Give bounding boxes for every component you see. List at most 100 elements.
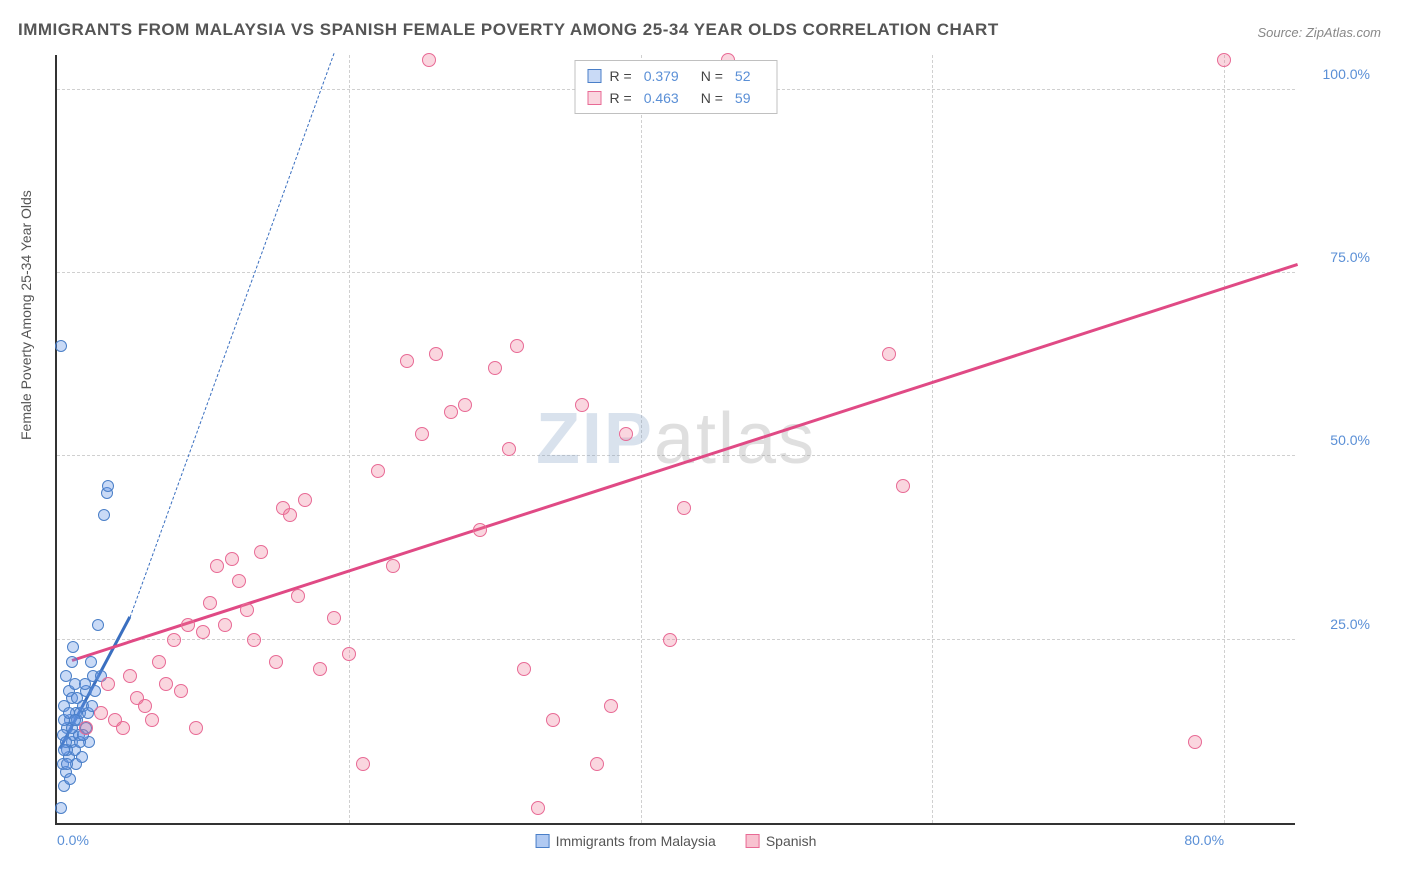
scatter-point: [371, 464, 385, 478]
gridline-h: [57, 272, 1295, 273]
scatter-point: [283, 508, 297, 522]
legend-r-spanish: 0.463: [644, 87, 679, 109]
scatter-point: [232, 574, 246, 588]
legend-item-malaysia: Immigrants from Malaysia: [536, 833, 716, 849]
scatter-point: [218, 618, 232, 632]
scatter-point: [71, 692, 83, 704]
scatter-point: [473, 523, 487, 537]
watermark-zip: ZIP: [536, 399, 654, 479]
y-axis-label: Female Poverty Among 25-34 Year Olds: [18, 190, 34, 440]
y-tick-label: 25.0%: [1330, 616, 1370, 632]
correlation-legend: R = 0.379 N = 52 R = 0.463 N = 59: [575, 60, 778, 114]
scatter-point: [510, 339, 524, 353]
legend-label-malaysia: Immigrants from Malaysia: [556, 833, 716, 849]
scatter-point: [269, 655, 283, 669]
legend-n-label: N =: [701, 65, 723, 87]
scatter-point: [546, 713, 560, 727]
scatter-point: [590, 757, 604, 771]
series-legend: Immigrants from Malaysia Spanish: [536, 833, 817, 849]
scatter-point: [66, 656, 78, 668]
scatter-point: [167, 633, 181, 647]
y-tick-label: 100.0%: [1323, 66, 1370, 82]
scatter-point: [415, 427, 429, 441]
gridline-v: [349, 55, 350, 823]
plot-area: ZIPatlas R = 0.379 N = 52 R = 0.463 N = …: [55, 55, 1295, 825]
scatter-point: [203, 596, 217, 610]
scatter-point: [1188, 735, 1202, 749]
legend-row-spanish: R = 0.463 N = 59: [588, 87, 765, 109]
scatter-point: [79, 721, 93, 735]
scatter-point: [102, 480, 114, 492]
scatter-point: [327, 611, 341, 625]
scatter-point: [298, 493, 312, 507]
swatch-spanish: [588, 91, 602, 105]
scatter-point: [663, 633, 677, 647]
scatter-point: [61, 758, 73, 770]
gridline-v: [932, 55, 933, 823]
swatch-malaysia: [588, 69, 602, 83]
scatter-point: [159, 677, 173, 691]
y-tick-label: 50.0%: [1330, 432, 1370, 448]
legend-n-malaysia: 52: [735, 65, 751, 87]
trend-line: [129, 52, 334, 617]
scatter-point: [896, 479, 910, 493]
scatter-point: [488, 361, 502, 375]
scatter-point: [422, 53, 436, 67]
scatter-point: [677, 501, 691, 515]
scatter-point: [575, 398, 589, 412]
chart-container: IMMIGRANTS FROM MALAYSIA VS SPANISH FEMA…: [0, 0, 1406, 892]
scatter-point: [619, 427, 633, 441]
scatter-point: [502, 442, 516, 456]
scatter-point: [429, 347, 443, 361]
legend-n-label: N =: [701, 87, 723, 109]
scatter-point: [254, 545, 268, 559]
x-tick-label: 0.0%: [57, 832, 89, 848]
scatter-point: [196, 625, 210, 639]
scatter-point: [58, 744, 70, 756]
scatter-point: [174, 684, 188, 698]
scatter-point: [181, 618, 195, 632]
scatter-point: [458, 398, 472, 412]
chart-title: IMMIGRANTS FROM MALAYSIA VS SPANISH FEMA…: [18, 20, 999, 40]
legend-row-malaysia: R = 0.379 N = 52: [588, 65, 765, 87]
scatter-point: [67, 641, 79, 653]
legend-r-label: R =: [610, 65, 632, 87]
scatter-point: [55, 340, 67, 352]
scatter-point: [531, 801, 545, 815]
gridline-v: [1224, 55, 1225, 823]
scatter-point: [444, 405, 458, 419]
scatter-point: [1217, 53, 1231, 67]
scatter-point: [247, 633, 261, 647]
y-tick-label: 75.0%: [1330, 249, 1370, 265]
swatch-spanish-icon: [746, 834, 760, 848]
scatter-point: [64, 773, 76, 785]
scatter-point: [123, 669, 137, 683]
scatter-point: [882, 347, 896, 361]
scatter-point: [85, 656, 97, 668]
scatter-point: [138, 699, 152, 713]
scatter-point: [225, 552, 239, 566]
scatter-point: [342, 647, 356, 661]
scatter-point: [55, 802, 67, 814]
scatter-point: [76, 751, 88, 763]
source-attribution: Source: ZipAtlas.com: [1257, 25, 1381, 40]
scatter-point: [145, 713, 159, 727]
scatter-point: [98, 509, 110, 521]
legend-r-label: R =: [610, 87, 632, 109]
scatter-point: [291, 589, 305, 603]
x-tick-label: 80.0%: [1184, 832, 1224, 848]
watermark-atlas: atlas: [654, 399, 816, 479]
scatter-point: [152, 655, 166, 669]
scatter-point: [210, 559, 224, 573]
scatter-point: [356, 757, 370, 771]
legend-r-malaysia: 0.379: [644, 65, 679, 87]
scatter-point: [400, 354, 414, 368]
scatter-point: [189, 721, 203, 735]
trend-line: [71, 263, 1297, 662]
scatter-point: [89, 685, 101, 697]
legend-n-spanish: 59: [735, 87, 751, 109]
scatter-point: [604, 699, 618, 713]
scatter-point: [313, 662, 327, 676]
scatter-point: [116, 721, 130, 735]
legend-label-spanish: Spanish: [766, 833, 817, 849]
